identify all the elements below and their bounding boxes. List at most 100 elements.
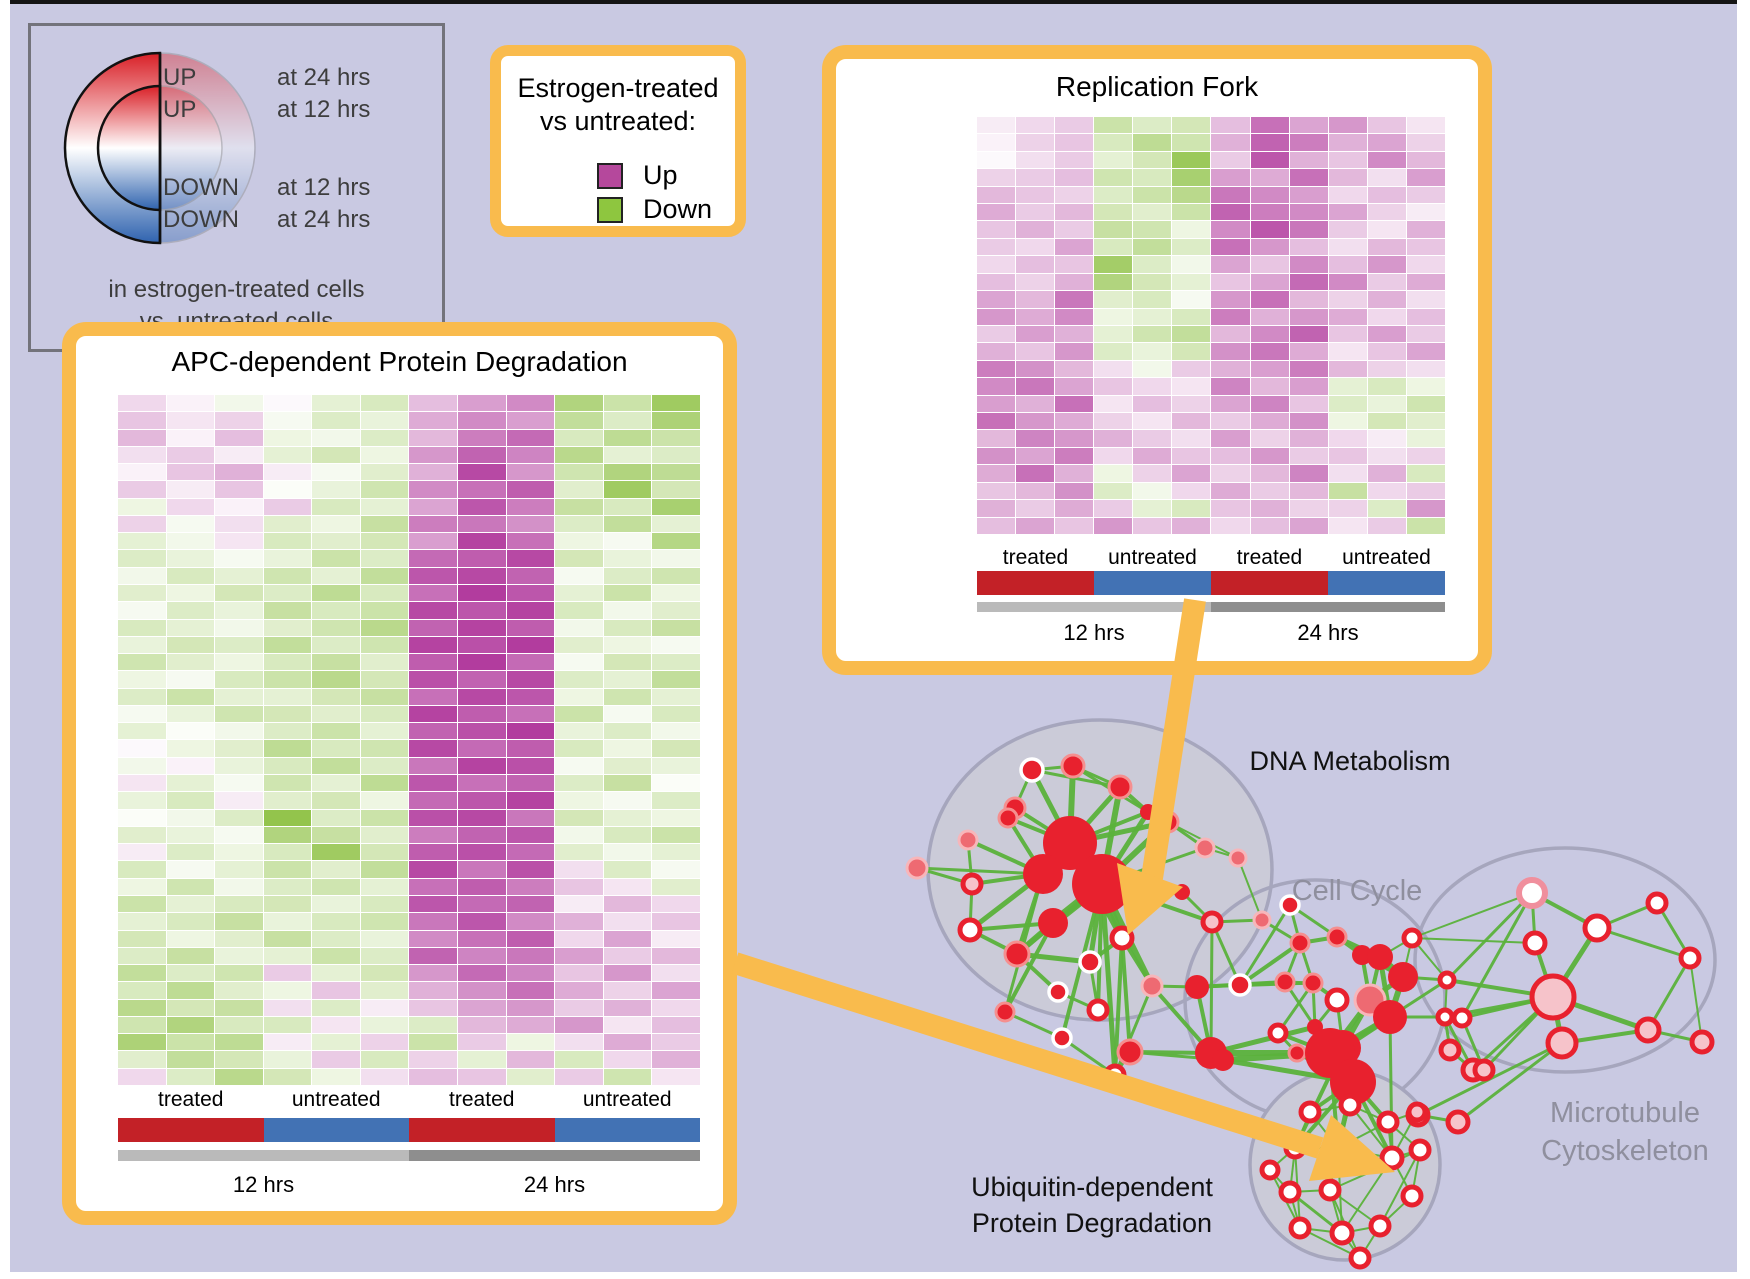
heatmap-cell <box>603 999 652 1016</box>
heatmap-cell <box>603 844 652 861</box>
rf-treatment-bars <box>977 571 1445 595</box>
heatmap-cell <box>555 446 603 464</box>
heatmap-cell <box>977 151 1016 169</box>
heatmap-cell <box>652 792 700 809</box>
heatmap-cell <box>166 515 215 533</box>
apc-treatment-bars <box>118 1118 700 1142</box>
heatmap-cell <box>312 844 360 861</box>
heatmap-cell <box>166 861 215 878</box>
heatmap-cell <box>1328 430 1367 447</box>
heatmap-cell <box>1289 169 1328 186</box>
heatmap-cell <box>506 913 555 930</box>
heatmap-cell <box>1406 517 1445 534</box>
heatmap-cell <box>118 965 166 982</box>
treatment-bar-segment <box>1328 571 1445 595</box>
heatmap-cell <box>360 688 409 705</box>
heatmap-cell <box>1172 186 1211 204</box>
heatmap-cell <box>166 1051 215 1068</box>
heatmap-cell <box>603 1051 652 1068</box>
heatmap-cell <box>118 481 166 498</box>
heatmap-cell <box>458 498 506 515</box>
heatmap-cell <box>166 1034 215 1051</box>
heatmap-cell <box>166 585 215 602</box>
heatmap-cell <box>555 481 603 498</box>
ring-inner-right-half <box>159 85 223 211</box>
heatmap-cell <box>1016 465 1055 482</box>
heatmap-cell <box>458 636 506 654</box>
heatmap-cell <box>1094 325 1133 343</box>
heatmap-cell <box>409 464 458 481</box>
heatmap-cell <box>409 585 458 602</box>
rf-panel-title: Replication Fork <box>1055 71 1259 102</box>
heatmap-cell <box>263 602 312 619</box>
heatmap-cell <box>312 636 360 654</box>
heatmap-cell <box>652 826 700 844</box>
apc-12hrs-label: 12 hrs <box>232 1172 295 1197</box>
heatmap-cell <box>1016 447 1055 465</box>
heatmap-cell <box>263 809 312 826</box>
heatmap-cell <box>215 1068 263 1085</box>
heatmap-cell <box>506 723 555 740</box>
heatmap-cell <box>1406 465 1445 482</box>
apc-heatmap <box>118 395 700 1085</box>
ring-time-label: at 24 hrs <box>277 206 371 233</box>
heatmap-cell <box>458 412 506 429</box>
heatmap-cell <box>1211 186 1250 204</box>
heatmap-cell <box>555 619 603 636</box>
heatmap-cell <box>1367 325 1406 343</box>
heatmap-cell <box>118 1051 166 1068</box>
heatmap-cell <box>118 982 166 999</box>
heatmap-cell <box>118 550 166 567</box>
heatmap-cell <box>458 481 506 498</box>
heatmap-cell <box>1016 186 1055 204</box>
heatmap-cell <box>603 636 652 654</box>
heatmap-cell <box>1328 517 1367 534</box>
heatmap-cell <box>312 895 360 913</box>
heatmap-cell <box>652 913 700 930</box>
heatmap-cell <box>263 395 312 412</box>
heatmap-cell <box>1055 256 1094 273</box>
heatmap-cell <box>312 1016 360 1034</box>
ring-row-down-24: DOWN at 24 hrs <box>163 206 370 234</box>
ring-row-up-24: UP at 24 hrs <box>163 64 370 92</box>
heatmap-cell <box>1016 256 1055 273</box>
heatmap-cell <box>458 999 506 1016</box>
heatmap-cell <box>215 844 263 861</box>
heatmap-cell <box>1016 517 1055 534</box>
heatmap-cell <box>1172 238 1211 256</box>
heatmap-cell <box>1133 378 1172 395</box>
treatment-bar-segment <box>977 571 1094 595</box>
heatmap-cell <box>1367 378 1406 395</box>
heatmap-cell <box>555 930 603 947</box>
heatmap-cell <box>1133 360 1172 378</box>
heatmap-cell <box>409 515 458 533</box>
heatmap-cell <box>215 878 263 895</box>
heatmap-cell <box>1367 291 1406 308</box>
heatmap-cell <box>1094 273 1133 291</box>
heatmap-cell <box>977 413 1016 430</box>
heatmap-cell <box>506 844 555 861</box>
heatmap-cell <box>360 412 409 429</box>
heatmap-cell <box>166 550 215 567</box>
heatmap-cell <box>1211 151 1250 169</box>
heatmap-cell <box>1055 221 1094 238</box>
heatmap-cell <box>263 619 312 636</box>
heatmap-cell <box>360 567 409 585</box>
heatmap-cell <box>458 1068 506 1085</box>
heatmap-cell <box>1289 447 1328 465</box>
heatmap-cell <box>555 498 603 515</box>
heatmap-cell <box>1133 169 1172 186</box>
heatmap-cell <box>166 446 215 464</box>
heatmap-cell <box>1211 238 1250 256</box>
heatmap-cell <box>1016 360 1055 378</box>
heatmap-cell <box>1328 395 1367 413</box>
heatmap-cell <box>1250 360 1289 378</box>
heatmap-cell <box>360 481 409 498</box>
heatmap-cell <box>652 567 700 585</box>
heatmap-cell <box>603 792 652 809</box>
heatmap-cell <box>312 982 360 999</box>
heatmap-cell <box>312 947 360 965</box>
heatmap-cell <box>166 757 215 775</box>
heatmap-cell <box>1016 204 1055 221</box>
heatmap-cell <box>1094 308 1133 325</box>
